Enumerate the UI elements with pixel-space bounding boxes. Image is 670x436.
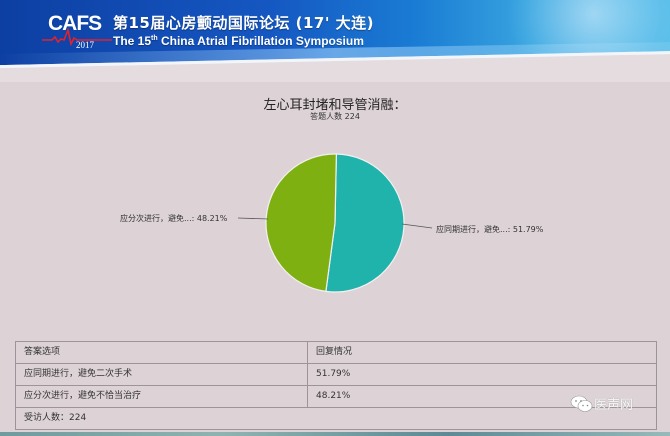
results-table: 答案选项 回复情况 应同期进行，避免二次手术 51.79% 应分次进行，避免不恰…: [15, 341, 657, 430]
wechat-icon: [570, 395, 593, 412]
table-row: 应同期进行，避免二次手术 51.79%: [16, 364, 656, 386]
logo-text: CAFS: [48, 12, 102, 35]
pie-label-simultaneous: 应同期进行，避免...: 51.79%: [436, 225, 544, 234]
leader-line-left: [237, 217, 269, 220]
title-en-suffix: China Atrial Fibrillation Symposium: [157, 34, 364, 48]
respondent-count: 受访人数：224: [24, 413, 87, 423]
pie-slice: [265, 153, 337, 293]
conference-banner: CAFS 2017 第15届心房颤动国际论坛 (17' 大连) The 15th…: [0, 0, 670, 82]
title-en-sup: th: [151, 35, 158, 42]
table-header-row: 答案选项 回复情况: [16, 342, 656, 364]
row-option: 应分次进行，避免不恰当治疗: [16, 386, 308, 407]
chart-title: 左心耳封堵和导管消融：: [263, 98, 407, 113]
chart-subtitle: 答题人数 224: [310, 112, 360, 121]
table-row: 应分次进行，避免不恰当治疗 48.21%: [16, 386, 656, 408]
row-option: 应同期进行，避免二次手术: [16, 364, 308, 385]
pie-label-separate: 应分次进行，避免...: 48.21%: [120, 214, 228, 223]
banner-title-chinese: 第15届心房颤动国际论坛 (17' 大连): [113, 14, 374, 32]
ekg-line-icon: [42, 28, 112, 46]
header-answer-option: 答案选项: [16, 342, 308, 363]
screen-bottom-edge: [0, 432, 670, 436]
row-percent: 48.21%: [316, 391, 351, 401]
banner-title-english: The 15th China Atrial Fibrillation Sympo…: [113, 34, 364, 48]
leader-line-right: [401, 223, 433, 229]
row-percent: 51.79%: [316, 369, 351, 379]
table-footer-row: 受访人数：224: [16, 408, 656, 429]
header-response: 回复情况: [316, 347, 353, 357]
pie-slice: [325, 153, 405, 293]
watermark-text: 医声网: [594, 398, 634, 413]
watermark: 医声网: [570, 394, 633, 413]
title-en-prefix: The 15: [113, 34, 152, 48]
logo-year: 2017: [76, 40, 94, 50]
cafs-logo: CAFS 2017: [42, 12, 112, 50]
